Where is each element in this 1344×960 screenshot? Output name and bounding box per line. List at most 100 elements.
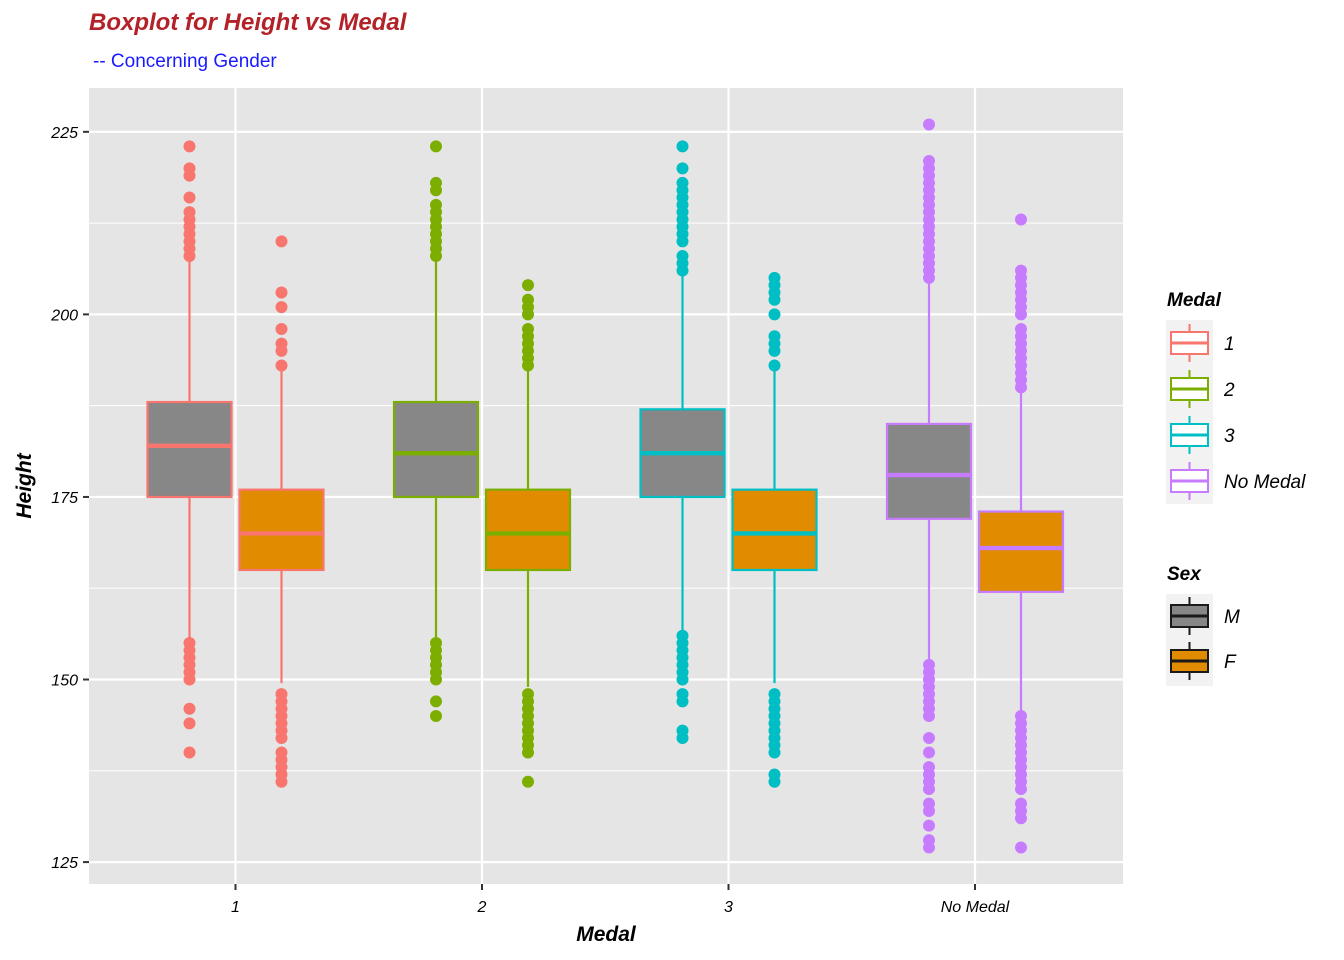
y-tick-label: 175: [51, 490, 78, 507]
legend-sex-title: Sex: [1167, 564, 1202, 585]
box-group-1-m: [146, 140, 233, 759]
outlier-point: [768, 359, 781, 372]
outlier-point: [183, 717, 196, 730]
legend-medal-label: 1: [1224, 334, 1235, 355]
chart-subtitle: -- Concerning Gender: [93, 51, 277, 72]
outlier-point: [430, 695, 442, 708]
outlier-point: [430, 710, 442, 723]
y-tick-label: 200: [50, 307, 78, 324]
outlier-point: [768, 330, 781, 343]
legend-sex-label: M: [1224, 607, 1240, 628]
outlier-point: [923, 834, 935, 847]
outlier-point: [768, 768, 781, 781]
outlier-point: [430, 198, 442, 211]
outlier-point: [430, 637, 442, 650]
y-axis-title: Height: [13, 452, 36, 518]
y-tick-label: 150: [51, 673, 78, 690]
x-axis-title: Medal: [576, 923, 637, 946]
outlier-point: [923, 118, 935, 131]
outlier-point: [522, 279, 534, 292]
box-iqr: [885, 422, 973, 520]
box-group-no-medal-f: [977, 213, 1065, 854]
outlier-point: [768, 308, 781, 321]
box-iqr: [146, 400, 233, 499]
box-group-1-f: [238, 235, 325, 788]
legend-medal-label: 3: [1224, 426, 1235, 447]
y-tick-label: 225: [50, 125, 78, 142]
legend-sex-key: [1170, 642, 1209, 680]
outlier-point: [676, 176, 689, 189]
y-tick-label: 125: [51, 855, 78, 872]
legend-sex-label: F: [1224, 652, 1237, 673]
outlier-point: [676, 162, 689, 175]
outlier-point: [430, 140, 442, 153]
box-group-3-f: [731, 271, 818, 788]
legend-medal-label: 2: [1223, 380, 1235, 401]
grid-minor: [89, 222, 1123, 772]
box-iqr: [731, 488, 818, 572]
boxes-layer: [146, 118, 1065, 854]
legend-medal-label: No Medal: [1224, 472, 1306, 493]
outlier-point: [923, 819, 935, 832]
outlier-point: [1015, 264, 1027, 277]
outlier-point: [275, 337, 288, 350]
outlier-point: [183, 702, 196, 715]
outlier-point: [522, 293, 534, 306]
outlier-point: [183, 140, 196, 153]
outlier-point: [923, 746, 935, 759]
x-axis: 1 2 3 No Medal: [231, 884, 1010, 916]
outlier-point: [676, 629, 689, 642]
outlier-point: [275, 322, 288, 335]
box-iqr: [977, 510, 1065, 593]
outlier-point: [1015, 797, 1027, 810]
outlier-point: [923, 797, 935, 810]
legend: Medal Sex 1 2 3 No Medal M F: [1166, 290, 1306, 686]
x-tick-label: No Medal: [941, 899, 1010, 916]
box-group-2-f: [484, 279, 572, 788]
outlier-point: [676, 140, 689, 153]
outlier-point: [430, 176, 442, 189]
outlier-point: [183, 746, 196, 759]
box-iqr: [484, 488, 572, 572]
legend-medal-key: [1170, 370, 1209, 408]
chart-title: Boxplot for Height vs Medal: [89, 9, 407, 36]
outlier-point: [1015, 322, 1027, 335]
outlier-point: [923, 155, 935, 168]
outlier-point: [923, 761, 935, 774]
legend-medal-title: Medal: [1167, 290, 1222, 311]
y-axis: 125 150 175 200 225: [50, 125, 89, 872]
x-tick-label: 1: [231, 899, 240, 916]
outlier-point: [676, 688, 689, 701]
box-iqr: [238, 488, 325, 572]
outlier-point: [676, 249, 689, 262]
outlier-point: [676, 724, 689, 737]
outlier-point: [1015, 213, 1027, 226]
x-tick-label: 2: [477, 899, 487, 916]
outlier-point: [1015, 841, 1027, 854]
legend-sex-key: [1170, 597, 1209, 635]
outlier-point: [768, 271, 781, 284]
outlier-point: [275, 286, 288, 299]
outlier-point: [275, 746, 288, 759]
outlier-point: [275, 301, 288, 314]
outlier-point: [1015, 710, 1027, 723]
outlier-point: [275, 235, 288, 248]
legend-medal-key: [1170, 324, 1209, 362]
outlier-point: [522, 775, 534, 788]
box-group-no-medal-m: [885, 118, 973, 854]
outlier-point: [183, 637, 196, 650]
box-iqr: [392, 400, 480, 499]
outlier-point: [522, 688, 534, 701]
outlier-point: [275, 359, 288, 372]
legend-medal-key: [1170, 462, 1209, 500]
legend-medal-keys: 1 2 3 No Medal: [1170, 324, 1306, 500]
x-tick-label: 3: [724, 899, 733, 916]
legend-medal-key: [1170, 416, 1209, 454]
box-group-2-m: [392, 140, 480, 723]
outlier-point: [923, 658, 935, 671]
outlier-point: [183, 162, 196, 175]
outlier-point: [522, 322, 534, 335]
box-group-3-m: [639, 140, 726, 744]
